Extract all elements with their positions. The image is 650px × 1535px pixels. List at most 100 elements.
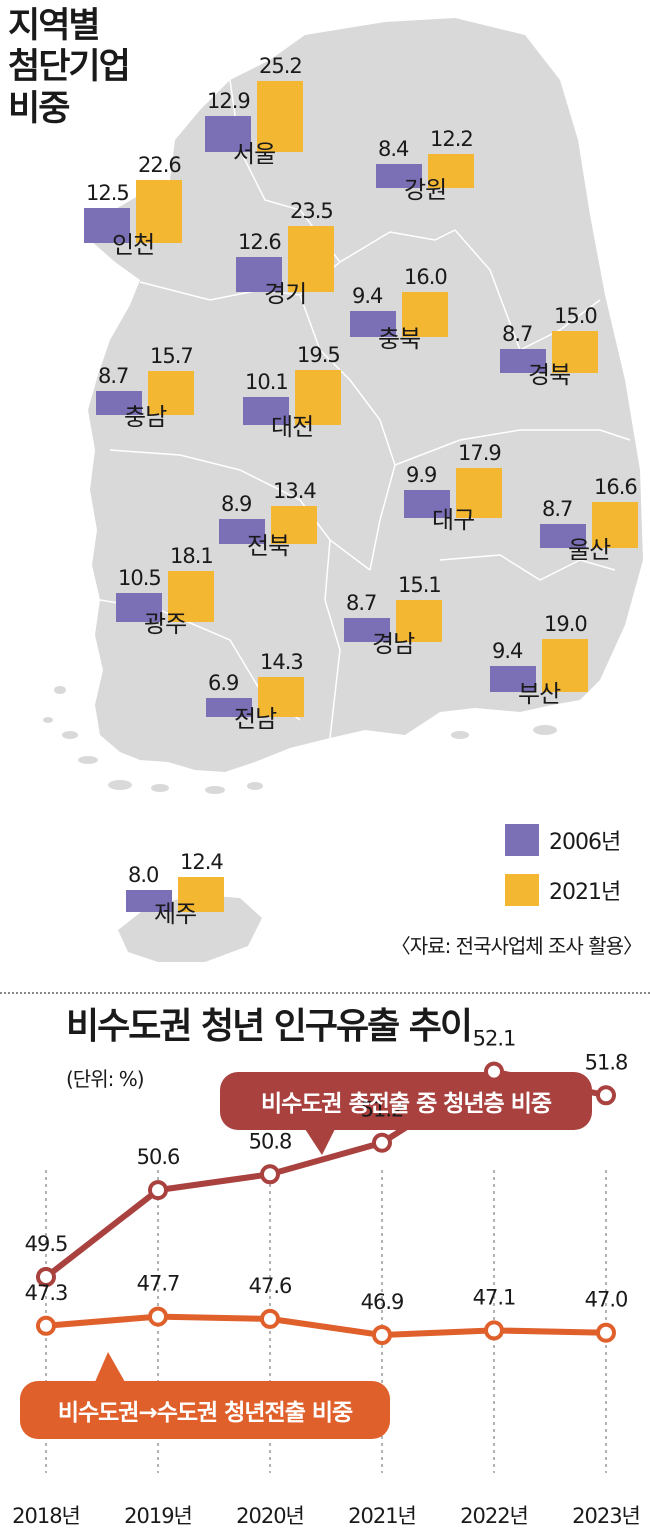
value-label-2021: 15.7 — [150, 344, 194, 369]
data-label: 47.7 — [137, 1272, 180, 1296]
bar-2006-ulsan — [540, 523, 586, 548]
region-name-label: 서울 — [233, 140, 276, 168]
value-label-2021: 25.2 — [259, 54, 303, 79]
value-label-2006: 10.5 — [118, 565, 162, 590]
data-point — [36, 1267, 56, 1287]
bar-2006-busan — [490, 665, 536, 692]
map-title: 지역별 첨단기업 비중 — [8, 6, 131, 130]
value-label-2021: 16.6 — [594, 474, 638, 499]
bar-2021-ulsan — [592, 501, 638, 548]
value-label-2006: 8.7 — [346, 590, 377, 615]
value-label-2006: 9.9 — [406, 463, 437, 488]
bar-2021-jeju — [178, 877, 224, 912]
bar-2021-daegu — [456, 467, 502, 518]
data-point — [596, 1085, 616, 1106]
value-label-2021: 12.4 — [180, 850, 224, 875]
region-name-label: 경기 — [264, 280, 307, 308]
map-title-line: 지역별 — [8, 6, 101, 46]
value-label-2006: 10.1 — [245, 369, 289, 394]
bar-2006-daejeon — [243, 396, 289, 425]
x-tick-label: 2023년 — [572, 1504, 640, 1528]
bar-2006-seoul — [205, 115, 251, 152]
line-plot: 49.5 50.6 50.8 51.2 52.1 51.8 47.3 47.7 47.6 46.9… — [12, 1027, 641, 1528]
x-tick-label: 2020년 — [236, 1504, 304, 1528]
value-label-2021: 23.5 — [290, 199, 334, 224]
value-label-2006: 8.7 — [98, 363, 129, 388]
value-label-2006: 6.9 — [208, 670, 239, 695]
callout-bottom-label: 비수도권→수도권 청년전출 비중 — [57, 1400, 353, 1426]
x-tick-label: 2022년 — [460, 1504, 528, 1528]
value-label-2021: 12.2 — [430, 126, 474, 151]
source-note: 〈자료: 전국사업체 조사 활용〉 — [390, 934, 643, 958]
data-label: 51.2 — [361, 1098, 404, 1122]
bar-2006-chungnam — [96, 390, 142, 415]
data-point — [148, 1306, 168, 1327]
bar-2021-jeonbuk — [271, 506, 317, 544]
value-label-2021: 18.1 — [170, 544, 214, 569]
value-label-2006: 8.7 — [542, 496, 573, 521]
map-chart: 지역별 첨단기업 비중 12.9 25.2 서울 12.5 22.6 인천 8.4 12.2 강… — [8, 6, 643, 962]
bar-2006-gyeongnam — [344, 617, 390, 642]
value-label-2021: 19.0 — [544, 611, 588, 636]
value-label-2006: 8.7 — [502, 321, 533, 346]
bar-2021-gyeongbuk — [552, 331, 598, 373]
value-label-2006: 12.9 — [207, 88, 251, 113]
line-chart-title: 비수도권 청년 인구유출 추이 — [66, 1006, 473, 1047]
data-point — [372, 1132, 392, 1153]
region-name-label: 경남 — [372, 630, 415, 658]
value-label-2021: 22.6 — [138, 152, 182, 177]
callout-top-pointer — [305, 1129, 335, 1155]
bar-2006-gyeongbuk — [500, 348, 546, 373]
data-label: 50.6 — [137, 1145, 180, 1169]
line-chart-unit: (단위: %) — [66, 1067, 145, 1091]
bar-2021-jeonnam — [258, 676, 304, 717]
data-point — [484, 1061, 504, 1082]
bar-2021-daejeon — [295, 370, 341, 425]
value-label-2006: 8.9 — [221, 492, 252, 517]
data-label: 46.9 — [361, 1290, 404, 1314]
x-tick-label: 2019년 — [124, 1504, 192, 1528]
value-label-2021: 16.0 — [404, 265, 448, 290]
data-point — [260, 1308, 280, 1329]
series-line-1 — [44, 1068, 607, 1280]
bar-2006-gyeonggi — [236, 256, 282, 292]
data-point — [372, 1325, 392, 1345]
region-name-label: 충남 — [124, 403, 167, 431]
data-label: 51.8 — [585, 1050, 628, 1074]
callout-bottom-pointer — [95, 1352, 125, 1382]
legend-label: 2006년 — [549, 830, 621, 855]
data-label: 47.6 — [249, 1274, 292, 1298]
bar-2006-jeonnam — [206, 697, 252, 717]
region-name-label: 제주 — [154, 900, 197, 928]
value-label-2021: 19.5 — [297, 343, 341, 368]
bar-2021-seoul — [257, 81, 303, 152]
region-name-label: 부산 — [518, 680, 561, 708]
bar-2021-gangwon — [428, 153, 474, 188]
value-label-2006: 8.0 — [128, 862, 159, 887]
bar-2021-busan — [542, 638, 588, 692]
region-name-label: 광주 — [144, 610, 187, 638]
bar-2006-jeonbuk — [219, 519, 265, 544]
value-label-2021: 15.0 — [554, 304, 598, 328]
line-chart: 비수도권 청년 인구유출 추이 (단위: %) 49.5 50.6 50.8 51.2… — [0, 995, 650, 1535]
data-point — [36, 1315, 56, 1336]
data-label: 47.3 — [25, 1281, 68, 1305]
bar-2006-gangwon — [376, 164, 422, 188]
x-tick-label: 2018년 — [12, 1504, 80, 1528]
mainland-shape — [88, 18, 643, 772]
bar-2021-gyeongnam — [396, 599, 442, 642]
bar-2006-incheon — [84, 208, 130, 243]
map-title-line: 비중 — [8, 88, 70, 129]
bar-2021-chungbuk — [402, 292, 448, 337]
callout-top-box — [220, 1072, 592, 1130]
region-name-label: 경북 — [528, 361, 571, 389]
value-label-2021: 15.1 — [398, 572, 442, 597]
bar-2021-chungnam — [148, 371, 194, 415]
bar-2006-daegu — [404, 490, 450, 518]
data-point — [596, 1322, 616, 1343]
x-tick-label: 2021년 — [348, 1504, 416, 1528]
callout-bottom-box — [20, 1381, 390, 1439]
islands — [43, 686, 557, 794]
value-label-2006: 8.4 — [378, 137, 409, 162]
data-label: 49.5 — [25, 1232, 68, 1256]
